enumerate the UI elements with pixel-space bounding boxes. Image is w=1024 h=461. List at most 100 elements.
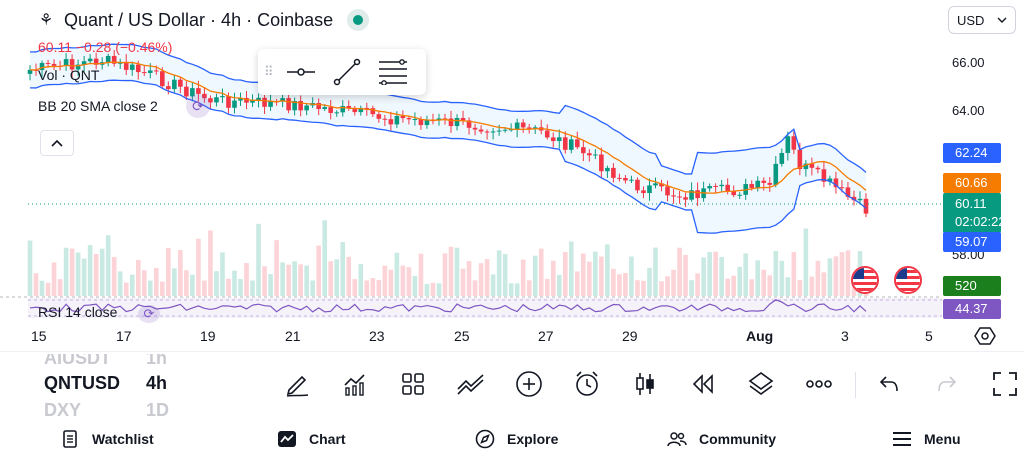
candle-body [238,97,243,101]
interval-next[interactable]: 1D [146,400,170,417]
volume-bar [172,268,177,296]
volume-bar [689,280,694,296]
us-flag-icon[interactable] [894,266,922,294]
time-axis-label: 15 [31,328,47,344]
candle-body [647,185,652,194]
volume-bar [605,244,610,296]
chart-type-icon[interactable] [630,369,660,399]
candle-body [346,105,352,109]
volume-bar [364,280,370,296]
coinbase-spark-icon: ⚘ [38,12,54,29]
candle-body [45,62,51,64]
candle-body [460,117,466,121]
volume-bar [382,265,388,296]
volume-bar [490,274,496,296]
indicators-icon[interactable] [340,369,370,399]
candle-body [382,118,388,120]
watchlist-prev-symbol[interactable]: AIUSDT [44,348,111,368]
market-status-icon[interactable] [347,9,370,31]
candle-body [364,107,370,109]
collapse-legend-button[interactable] [40,130,74,156]
nav-watchlist[interactable]: Watchlist [60,429,154,449]
layers-icon[interactable] [746,369,776,399]
chart-settings-icon[interactable] [974,325,996,347]
more-icon[interactable] [804,369,834,399]
fib-retracement-tool[interactable] [372,53,414,91]
trend-line-tool[interactable] [326,53,368,91]
volume-bar [737,266,742,296]
drawing-float-toolbar[interactable]: ⠿ [258,49,426,95]
nav-chart[interactable]: Chart [277,429,346,449]
watchlist-icon [63,430,77,448]
volume-bar [647,267,652,296]
add-icon[interactable] [514,369,544,399]
watchlist-current-symbol[interactable]: QNTUSD [44,373,120,393]
compare-icon[interactable] [456,369,486,399]
candle-body [292,101,297,111]
rsi-legend[interactable]: RSI 14 close [38,304,118,320]
interval-current[interactable]: 4h [146,373,168,393]
drag-handle-icon[interactable]: ⠿ [264,64,274,79]
price-chart[interactable] [0,0,1024,352]
volume-bar [827,258,833,296]
nav-menu[interactable]: Menu [892,429,961,449]
fullscreen-icon[interactable] [990,369,1020,399]
lower-band-tag: 59.07 [943,232,1001,252]
bottom-navigation: Watchlist Chart Explore Community Menu [0,417,1024,461]
time-axis-label: 29 [622,328,638,344]
candle-body [689,190,694,200]
volume-bar [117,271,123,296]
alert-icon[interactable] [572,369,602,399]
volume-bar [256,223,261,296]
watchlist-next-symbol[interactable]: DXY [44,400,82,417]
volume-bar [238,279,243,296]
volume-bar [502,254,508,296]
candle-body [39,62,45,71]
volume-bar [677,247,682,296]
volume-bar [310,280,315,296]
volume-legend[interactable]: Vol · QNT [38,67,100,83]
nav-explore[interactable]: Explore [475,429,558,449]
undo-icon[interactable] [874,369,904,399]
redo-icon[interactable] [932,369,962,399]
volume-bar [262,266,267,296]
volume-bar [129,274,135,296]
currency-select[interactable]: USD [948,6,1016,34]
candle-body [196,88,201,94]
volume-bar [334,259,340,296]
candle-body [340,105,346,113]
price-axis-label: 66.00 [952,55,985,70]
layouts-icon[interactable] [398,369,428,399]
candle-body [190,88,195,97]
candle-body [412,119,418,121]
nav-community-label: Community [699,431,776,447]
candle-body [105,55,111,63]
volume-bar [575,271,580,296]
candle-body [87,58,93,62]
candle-body [135,64,141,73]
volume-bar [562,252,568,296]
volume-bar [394,252,400,296]
volume-bar [701,257,706,296]
volume-bar [442,253,448,296]
volume-bar [641,280,646,296]
symbol-title[interactable]: Quant / US Dollar · 4h · Coinbase [64,9,334,30]
replay-icon[interactable] [688,369,718,399]
volume-bar [178,249,183,296]
interval-prev[interactable]: 1h [146,348,168,368]
candle-body [779,152,785,164]
candle-body [502,129,508,131]
horizontal-line-tool[interactable] [280,53,322,91]
symbol-header[interactable]: ⚘ Quant / US Dollar · 4h · Coinbase [36,7,370,33]
volume-bar [166,247,171,296]
us-flag-icon[interactable] [851,266,879,294]
candle-body [328,107,334,113]
volume-bar [226,278,231,296]
nav-community[interactable]: Community [667,429,776,449]
bollinger-legend[interactable]: BB 20 SMA close 2 [38,98,158,114]
draw-icon[interactable] [282,369,312,399]
volume-bar [773,250,779,296]
time-axis-label: 27 [538,328,554,344]
time-axis-label: 25 [454,328,470,344]
volume-bar [683,254,688,296]
